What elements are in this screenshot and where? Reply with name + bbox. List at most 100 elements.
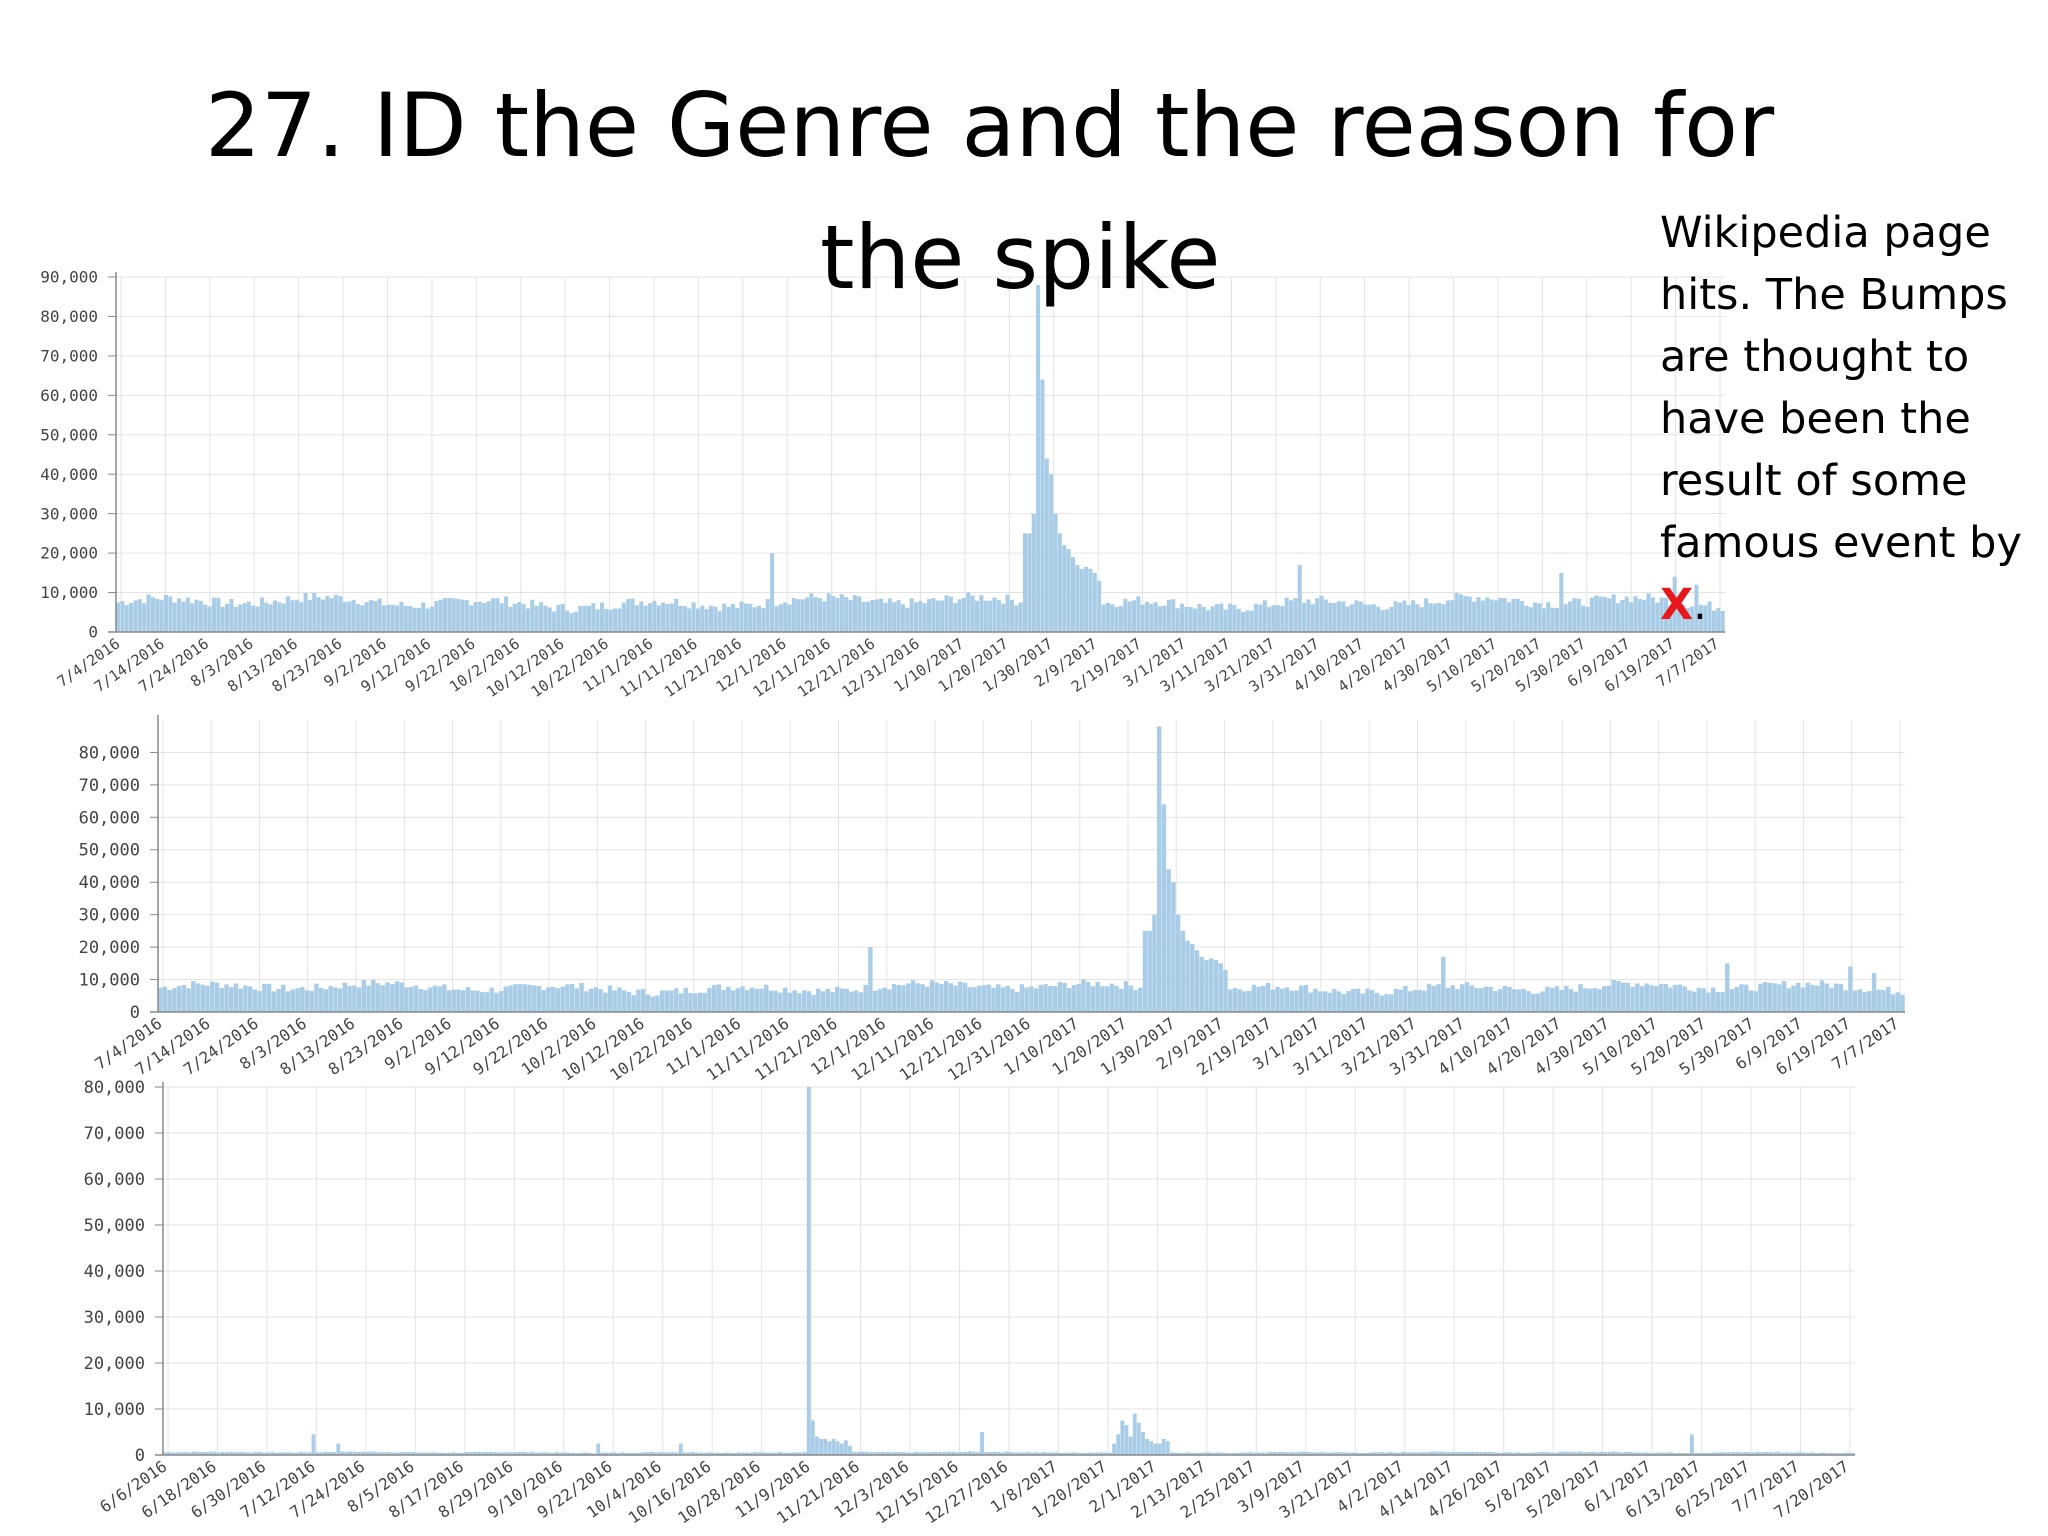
bar — [1562, 1451, 1566, 1455]
bar — [498, 991, 504, 1012]
bar — [309, 990, 314, 1012]
bar — [1497, 989, 1503, 1012]
bar — [200, 984, 206, 1012]
bar — [1479, 1452, 1484, 1455]
bar — [1024, 987, 1029, 1012]
bar — [1629, 602, 1634, 632]
bar — [214, 982, 220, 1012]
bar — [1446, 1452, 1451, 1455]
bar — [1248, 1452, 1253, 1455]
bar — [1429, 1451, 1434, 1455]
bar — [1748, 990, 1754, 1012]
bar — [277, 602, 282, 632]
bar — [1380, 609, 1385, 632]
bar — [1185, 940, 1190, 1012]
bar — [674, 1452, 679, 1455]
bar — [208, 1451, 213, 1455]
bar — [389, 1452, 394, 1455]
bar — [1685, 607, 1690, 632]
bar — [1886, 986, 1891, 1012]
bar — [1725, 963, 1730, 1012]
bar — [906, 983, 911, 1012]
bar — [786, 1452, 790, 1455]
y-tick-label: 30,000 — [79, 906, 140, 926]
bar — [1099, 1452, 1104, 1455]
bar — [1652, 1452, 1657, 1455]
bar — [249, 1452, 254, 1455]
bar — [1739, 1452, 1744, 1455]
bar — [1108, 1452, 1112, 1455]
bar — [479, 992, 485, 1012]
bar — [1603, 1451, 1608, 1455]
bar — [460, 599, 465, 632]
bar — [1033, 1452, 1038, 1455]
bar — [1786, 988, 1792, 1012]
bar — [1426, 983, 1432, 1012]
bar — [191, 1451, 196, 1455]
bar — [720, 1452, 724, 1455]
bar — [312, 592, 317, 632]
bar — [1336, 991, 1342, 1012]
bar — [262, 983, 267, 1012]
bar — [839, 594, 844, 632]
bar — [456, 1452, 460, 1455]
bar — [525, 608, 530, 632]
bar — [168, 596, 173, 632]
bar — [534, 1452, 539, 1455]
bar — [282, 1452, 287, 1455]
bar — [1197, 604, 1202, 632]
bar — [901, 1452, 906, 1455]
bar — [1489, 599, 1494, 632]
bar — [918, 1452, 923, 1455]
bar — [1594, 595, 1599, 632]
bar — [1070, 557, 1075, 632]
bar — [1834, 1452, 1839, 1455]
bar — [883, 602, 888, 632]
side-note: Wikipedia page hits. The Bumps are thoug… — [1660, 202, 2040, 636]
bar — [1303, 984, 1309, 1012]
bar — [1363, 1452, 1368, 1455]
bar — [1445, 600, 1450, 632]
bar — [608, 609, 613, 632]
bar — [285, 991, 291, 1012]
bar — [337, 988, 343, 1012]
bar — [1199, 956, 1204, 1012]
bar — [575, 1453, 580, 1455]
bar — [1502, 598, 1507, 632]
bar — [726, 606, 731, 632]
bar — [863, 984, 868, 1012]
bar — [1606, 985, 1612, 1012]
bar — [1504, 1452, 1509, 1455]
bar — [1149, 603, 1154, 632]
bar — [229, 598, 234, 632]
bar — [909, 598, 914, 632]
bar — [1633, 596, 1638, 632]
y-tick-label: 60,000 — [40, 386, 98, 405]
bar — [1698, 1452, 1703, 1455]
bar — [1145, 601, 1150, 632]
bar — [612, 1452, 617, 1455]
bar — [885, 1451, 890, 1455]
bar — [1478, 988, 1484, 1012]
bar — [299, 1451, 304, 1455]
bar — [877, 989, 883, 1012]
bar — [1351, 1452, 1356, 1455]
bar — [1559, 989, 1564, 1012]
bar — [1459, 594, 1464, 632]
bar — [338, 596, 343, 632]
bar — [547, 607, 552, 632]
bar — [1462, 1451, 1467, 1455]
bar — [819, 1438, 823, 1455]
bar — [1720, 610, 1725, 632]
bar — [456, 598, 461, 632]
bar — [1476, 597, 1481, 632]
bar — [486, 601, 491, 632]
bar — [813, 597, 818, 632]
bar — [1607, 598, 1612, 632]
bar — [692, 993, 698, 1012]
bar — [1701, 988, 1706, 1012]
bar — [538, 1452, 543, 1455]
bar — [1615, 1451, 1620, 1455]
bar — [584, 991, 589, 1012]
bar — [1459, 984, 1465, 1012]
